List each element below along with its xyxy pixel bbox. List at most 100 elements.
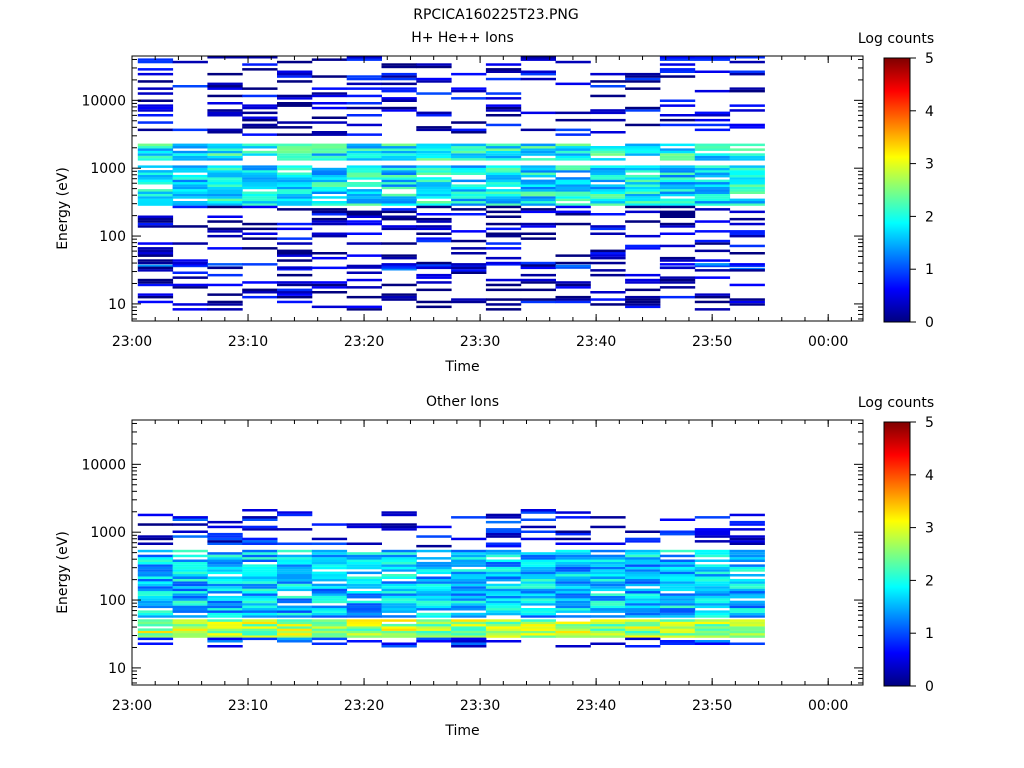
heatmap-cell [242,227,278,231]
heatmap-cell [520,298,556,301]
heatmap-cell [659,612,696,616]
heatmap-cell [694,208,731,211]
heatmap-cell [555,82,591,86]
heatmap-cell [520,58,556,61]
heatmap-cell [346,193,382,197]
heatmap-cell [311,621,348,625]
heatmap-cell [694,193,731,197]
heatmap-cell [590,165,626,168]
heatmap-cell [311,201,348,204]
heatmap-cell [172,186,208,190]
heatmap-cell [277,640,313,643]
heatmap-cell [659,595,696,599]
heatmap-cell [311,256,348,260]
heatmap-cell [381,201,417,204]
heatmap-cell [625,247,661,250]
heatmap-cell [242,525,278,529]
heatmap-cell [485,603,522,606]
heatmap-cell [311,623,348,627]
heatmap-cell [625,537,661,541]
heatmap-cell [416,612,452,616]
heatmap-cell [625,165,661,168]
heatmap-cell [207,85,243,88]
heatmap-cell [137,278,174,282]
heatmap-cell [416,92,452,95]
heatmap-cell [485,184,522,187]
heatmap-cell [729,109,765,112]
heatmap-cell [172,143,208,147]
heatmap-cell [381,155,417,159]
heatmap-cell [172,621,208,625]
heatmap-cell [520,153,556,156]
heatmap-cell [590,623,626,627]
heatmap-cell [555,559,591,562]
heatmap-cell [451,581,487,584]
heatmap-cell [729,540,765,543]
heatmap-cell [381,642,417,645]
heatmap-cell [625,633,661,636]
heatmap-cell [172,581,208,584]
heatmap-cell [659,576,696,579]
heatmap-cell [659,532,696,536]
heatmap-cell [659,623,696,627]
heatmap-cell [555,586,591,589]
heatmap-cell [277,610,313,613]
heatmap-cell [451,97,487,100]
heatmap-cell [555,196,591,199]
heatmap-cell [242,153,278,156]
heatmap-cell [625,193,661,197]
heatmap-cell [137,619,174,622]
heatmap-cell [242,165,278,168]
heatmap-cell [137,537,174,541]
heatmap-cell [242,291,278,294]
heatmap-cell [137,621,174,625]
heatmap-cell [694,295,731,299]
heatmap-cell [207,588,243,592]
heatmap-cell [381,295,417,299]
heatmap-cell [207,165,243,168]
heatmap-cell [172,174,208,178]
heatmap-cell [346,630,382,634]
heatmap-cell [485,549,522,553]
heatmap-cell [277,281,313,284]
heatmap-cell [346,123,382,127]
heatmap-cell [346,559,382,562]
heatmap-cell [381,203,417,206]
heatmap-cell [381,184,417,187]
heatmap-cell [137,605,174,609]
heatmap-cell [555,552,591,555]
heatmap-cell [590,588,626,592]
heatmap-cell [207,569,243,572]
heatmap-cell [694,630,731,634]
heatmap-cell [346,621,382,625]
heatmap-cell [172,530,208,533]
heatmap-cell [520,174,556,178]
heatmap-cell [694,642,731,645]
heatmap-cell [137,252,174,255]
heatmap-cell [277,184,313,187]
heatmap-cell [172,303,208,306]
heatmap-cell [520,569,556,572]
colorbar-tick-label: 4 [925,104,934,120]
heatmap-cell [416,603,452,606]
heatmap-cell [207,621,243,625]
heatmap-cell [659,150,696,154]
heatmap-cell [242,123,278,127]
heatmap-cell [694,552,731,555]
heatmap-cell [207,645,243,648]
heatmap-cell [625,610,661,613]
heatmap-cell [729,148,765,151]
heatmap-cell [277,150,313,154]
heatmap-cell [346,603,382,606]
heatmap-cell [207,542,243,545]
heatmap-cell [381,569,417,572]
heatmap-cell [277,574,313,577]
heatmap-cell [242,146,278,149]
heatmap-cell [694,269,731,272]
heatmap-cell [625,619,661,622]
heatmap-cell [590,72,626,76]
heatmap-cell [416,189,452,192]
heatmap-cell [207,576,243,579]
heatmap-cell [416,263,452,266]
heatmap-cell [659,123,696,127]
